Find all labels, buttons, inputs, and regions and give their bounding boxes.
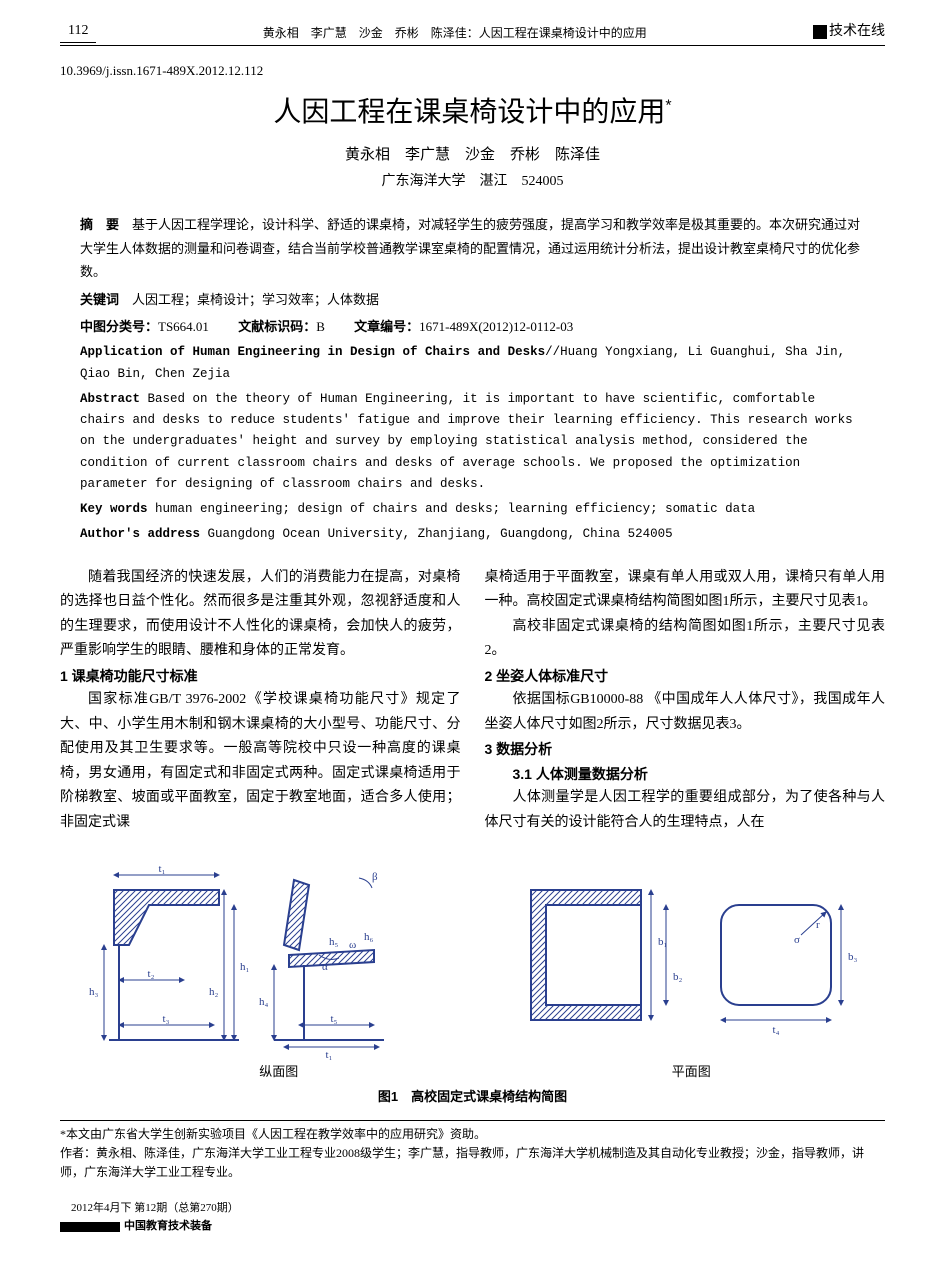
section-3-paragraph: 人体测量学是人因工程学的重要组成部分，为了使各种与人体尺寸有关的设计能符合人的生… [485, 786, 886, 835]
abstract-en-text: Based on the theory of Human Engineering… [80, 392, 853, 491]
dim-t2: t₂ [147, 968, 154, 980]
footer-issue: 2012年4月下 第12期（总第270期） [60, 1200, 885, 1218]
header-section-label: 技术在线 [829, 21, 885, 43]
section-3-1-title: 3.1 人体测量数据分析 [485, 762, 886, 787]
keywords-label: 关键词 [80, 292, 119, 307]
figure-main-caption: 图1 高校固定式课桌椅结构简图 [60, 1087, 885, 1108]
keywords-en: Key words human engineering; design of c… [80, 499, 865, 520]
title-en-text: Application of Human Engineering in Desi… [80, 345, 545, 359]
dim-b2: b₂ [673, 971, 683, 983]
abstract-block: 摘 要 基于人因工程学理论，设计科学、舒适的课桌椅，对减轻学生的疲劳强度，提高学… [80, 213, 865, 545]
section-1-paragraph: 国家标准GB/T 3976-2002《学校课桌椅功能尺寸》规定了大、中、小学生用… [60, 688, 461, 835]
section-1-title: 1 课桌椅功能尺寸标准 [60, 664, 461, 689]
classno-value: TS664.01 [158, 319, 209, 334]
dim-alpha: α [322, 961, 328, 973]
abstract-en: Abstract Based on the theory of Human En… [80, 389, 865, 495]
figure-left-caption: 纵面图 [74, 1062, 484, 1083]
col2-p2: 高校非固定式课桌椅的结构简图如图1所示，主要尺寸见表2。 [485, 615, 886, 664]
title-text: 人因工程在课桌椅设计中的应用 [273, 96, 665, 127]
abstract-text: 基于人因工程学理论，设计科学、舒适的课桌椅，对减轻学生的疲劳强度，提高学习和教学… [80, 217, 860, 279]
keywords-en-label: Key words [80, 502, 148, 516]
section-2-title: 2 坐姿人体标准尺寸 [485, 664, 886, 689]
address-en-text: Guangdong Ocean University, Zhanjiang, G… [208, 527, 673, 541]
footnotes: *本文由广东省大学生创新实验项目《人因工程在教学效率中的应用研究》资助。 作者：… [60, 1125, 885, 1183]
header-authors-title: 黄永相 李广慧 沙金 乔彬 陈泽佳：人因工程在课桌椅设计中的应用 [96, 24, 813, 43]
right-column: 桌椅适用于平面教室，课桌有单人用或双人用，课椅只有单人用一种。高校固定式课桌椅结… [485, 566, 886, 836]
dim-h3: h₃ [89, 986, 99, 998]
abstract-cn: 摘 要 基于人因工程学理论，设计科学、舒适的课桌椅，对减轻学生的疲劳强度，提高学… [80, 213, 865, 283]
abstract-en-label: Abstract [80, 392, 140, 406]
section-3-title: 3 数据分析 [485, 737, 886, 762]
dim-b3: b₃ [848, 951, 858, 963]
page-header: 112 黄永相 李广慧 沙金 乔彬 陈泽佳：人因工程在课桌椅设计中的应用 技术在… [60, 20, 885, 46]
left-column: 随着我国经济的快速发展，人们的消费能力在提高，对桌椅的选择也日益个性化。然而很多… [60, 566, 461, 836]
dim-h4: h₄ [259, 996, 269, 1008]
page-footer: 2012年4月下 第12期（总第270期） 中国教育技术装备 [60, 1200, 885, 1235]
footnote-authors: 作者：黄永相、陈泽佳，广东海洋大学工业工程专业2008级学生；李广慧，指导教师，… [60, 1144, 885, 1182]
intro-paragraph: 随着我国经济的快速发展，人们的消费能力在提高，对桌椅的选择也日益个性化。然而很多… [60, 566, 461, 664]
affiliation: 广东海洋大学 湛江 524005 [60, 171, 885, 193]
dim-h1: h₁ [240, 961, 250, 973]
page-number: 112 [60, 20, 96, 43]
dim-t3: t₃ [162, 1013, 169, 1025]
footer-journal-line: 中国教育技术装备 [60, 1218, 885, 1236]
dim-h6: h₆ [364, 931, 374, 943]
title-footnote-marker: * [665, 98, 671, 115]
authors: 黄永相 李广慧 沙金 乔彬 陈泽佳 [60, 143, 885, 167]
keywords-text: 人因工程；桌椅设计；学习效率；人体数据 [132, 292, 379, 307]
section-2-paragraph: 依据国标GB10000-88 《中国成年人人体尺寸》，我国成年人坐姿人体尺寸如图… [485, 688, 886, 737]
keywords-en-text: human engineering; design of chairs and … [155, 502, 755, 516]
keywords-cn: 关键词 人因工程；桌椅设计；学习效率；人体数据 [80, 288, 865, 311]
header-section: 技术在线 [813, 21, 885, 43]
article-title: 人因工程在课桌椅设计中的应用* [60, 90, 885, 135]
col2-continuation: 桌椅适用于平面教室，课桌有单人用或双人用，课椅只有单人用一种。高校固定式课桌椅结… [485, 566, 886, 615]
figure-1-side-view: t₁ t₂ t₃ h₁ h₂ h₃ h₄ h₅ h₆ ω α β t₅ t₁ [74, 850, 484, 1060]
dim-sigma: σ [794, 934, 800, 946]
dim-t4: t₄ [773, 1024, 780, 1036]
address-en-label: Author's address [80, 527, 200, 541]
classno-label: 中图分类号： [80, 319, 158, 334]
dim-omega: ω [349, 939, 356, 951]
figure-1-plan-view: b₁ b₂ b₃ t₄ r σ [511, 850, 871, 1060]
doccode-value: B [316, 319, 325, 334]
footer-marker-icon [60, 1222, 120, 1232]
footer-journal: 中国教育技术装备 [124, 1218, 212, 1236]
title-en: Application of Human Engineering in Desi… [80, 342, 865, 385]
figure-right-caption: 平面图 [511, 1062, 871, 1083]
doccode-label: 文献标识码： [238, 319, 316, 334]
english-block: Application of Human Engineering in Desi… [80, 342, 865, 545]
dim-h2: h₂ [209, 986, 219, 998]
dim-h5: h₅ [329, 936, 339, 948]
articleno-value: 1671-489X(2012)12-0112-03 [419, 319, 573, 334]
doi: 10.3969/j.issn.1671-489X.2012.12.112 [60, 61, 885, 82]
abstract-label: 摘 要 [80, 217, 119, 232]
footnote-divider [60, 1120, 885, 1121]
classification-line: 中图分类号：TS664.01 文献标识码：B 文章编号：1671-489X(20… [80, 315, 865, 338]
address-en: Author's address Guangdong Ocean Univers… [80, 524, 865, 545]
header-marker-icon [813, 25, 827, 39]
dim-t1: t₁ [158, 863, 165, 875]
footnote-funding: *本文由广东省大学生创新实验项目《人因工程在教学效率中的应用研究》资助。 [60, 1125, 885, 1144]
figure-1: t₁ t₂ t₃ h₁ h₂ h₃ h₄ h₅ h₆ ω α β t₅ t₁ [60, 850, 885, 1108]
body-columns: 随着我国经济的快速发展，人们的消费能力在提高，对桌椅的选择也日益个性化。然而很多… [60, 566, 885, 836]
dim-t1b: t₁ [325, 1049, 332, 1060]
dim-r: r [816, 919, 820, 931]
articleno-label: 文章编号： [354, 319, 419, 334]
dim-t5: t₅ [330, 1013, 337, 1025]
dim-beta: β [372, 871, 378, 883]
